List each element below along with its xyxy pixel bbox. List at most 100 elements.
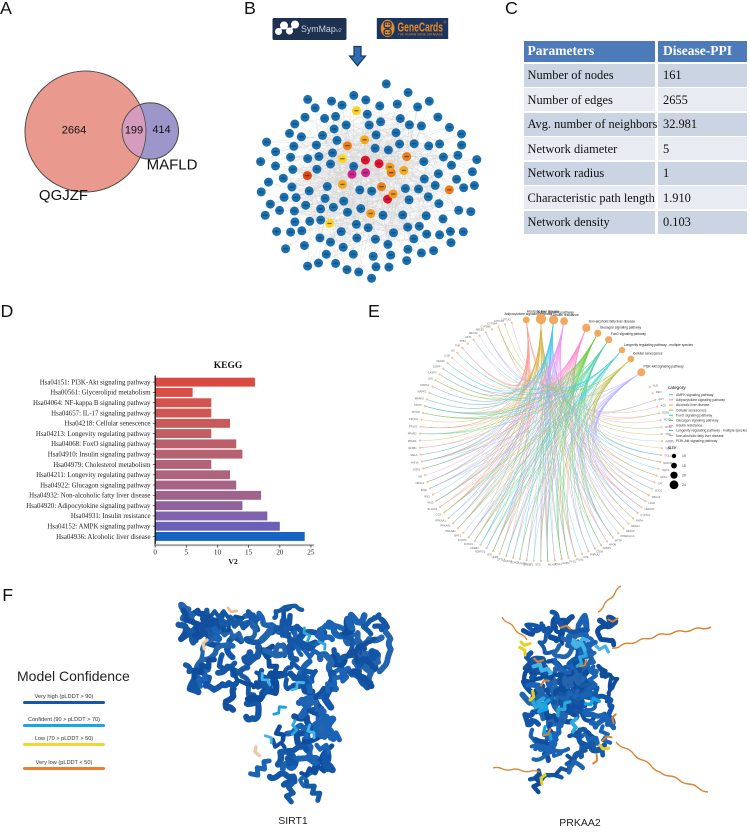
svg-text:AMPK signaling pathway: AMPK signaling pathway bbox=[537, 311, 574, 315]
svg-text:MTTP: MTTP bbox=[615, 538, 622, 542]
svg-text:SCD: SCD bbox=[535, 563, 541, 567]
svg-text:20: 20 bbox=[682, 473, 686, 477]
svg-text:THE HUMAN GENE DATABASE: THE HUMAN GENE DATABASE bbox=[398, 32, 444, 36]
svg-text:CPT1A: CPT1A bbox=[497, 557, 506, 561]
svg-text:AGT: AGT bbox=[659, 397, 665, 401]
svg-text:ABCB1: ABCB1 bbox=[475, 327, 484, 331]
svg-text:SIRT1: SIRT1 bbox=[278, 815, 308, 827]
svg-text:ABCA1: ABCA1 bbox=[652, 495, 661, 499]
svg-text:NQO1: NQO1 bbox=[662, 468, 670, 472]
svg-text:v2: v2 bbox=[336, 28, 342, 34]
svg-text:Non-alcoholic fatty liver dise: Non-alcoholic fatty liver disease bbox=[589, 320, 636, 324]
svg-text:LEPR: LEPR bbox=[492, 555, 499, 559]
svg-text:15: 15 bbox=[245, 549, 253, 557]
svg-text:category: category bbox=[668, 385, 686, 390]
svg-text:24: 24 bbox=[682, 483, 686, 487]
svg-text:Longevity regulating pathway -: Longevity regulating pathway - multiple … bbox=[624, 343, 693, 347]
svg-text:ABCG2: ABCG2 bbox=[469, 331, 478, 335]
svg-text:APOB: APOB bbox=[609, 542, 616, 546]
svg-text:Cellular senescence: Cellular senescence bbox=[676, 408, 707, 412]
svg-text:CYP1A1: CYP1A1 bbox=[501, 317, 512, 321]
svg-text:PRKAA2: PRKAA2 bbox=[559, 817, 601, 829]
svg-text:10: 10 bbox=[214, 549, 222, 557]
svg-text:PNPLA2: PNPLA2 bbox=[590, 553, 601, 557]
svg-text:CREB1: CREB1 bbox=[470, 546, 479, 550]
svg-text:ADIPOQ: ADIPOQ bbox=[475, 549, 485, 553]
svg-text:PI3K-Akt signaling pathway: PI3K-Akt signaling pathway bbox=[644, 364, 684, 368]
svg-text:Hsa04218: Cellular senescence: Hsa04218: Cellular senescence bbox=[64, 421, 150, 428]
svg-text:G6PC: G6PC bbox=[562, 561, 569, 565]
svg-text:Glucagon signaling pathway: Glucagon signaling pathway bbox=[676, 419, 719, 423]
svg-text:HMOX1: HMOX1 bbox=[663, 461, 673, 465]
svg-text:Adipocytokine signaling pathwa: Adipocytokine signaling pathway bbox=[504, 312, 552, 316]
svg-text:Alcoholic liver disease: Alcoholic liver disease bbox=[676, 403, 709, 407]
svg-text:TXN: TXN bbox=[665, 447, 670, 451]
svg-text:FABP1: FABP1 bbox=[603, 546, 612, 550]
svg-text:FOXO1: FOXO1 bbox=[458, 538, 467, 542]
svg-text:Hsa04910: Insulin signaling pa: Hsa04910: Insulin signaling pathway bbox=[48, 452, 151, 459]
svg-text:GeneCards: GeneCards bbox=[398, 20, 444, 35]
svg-text:Hsa04213: Longevity regulating: Hsa04213: Longevity regulating pathway bbox=[36, 431, 151, 438]
svg-text:HIF1A: HIF1A bbox=[411, 460, 419, 464]
svg-text:PPARG: PPARG bbox=[408, 432, 417, 436]
svg-text:20: 20 bbox=[276, 549, 284, 557]
svg-text:15: 15 bbox=[682, 464, 686, 468]
svg-text:10: 10 bbox=[682, 454, 686, 458]
svg-text:QGJZF: QGJZF bbox=[39, 187, 88, 204]
svg-text:MAPK1: MAPK1 bbox=[421, 383, 430, 387]
svg-text:IL1B: IL1B bbox=[444, 354, 450, 358]
svg-text:IRS1: IRS1 bbox=[424, 494, 430, 498]
svg-text:NR3C1: NR3C1 bbox=[416, 481, 425, 485]
svg-text:Glucagon signaling pathway: Glucagon signaling pathway bbox=[600, 326, 642, 330]
svg-text:RELA: RELA bbox=[411, 453, 418, 457]
svg-text:CYP3A4: CYP3A4 bbox=[487, 322, 498, 326]
svg-text:ACE: ACE bbox=[661, 404, 667, 408]
svg-text:IRS2: IRS2 bbox=[428, 501, 434, 505]
svg-text:AKT1: AKT1 bbox=[465, 335, 472, 339]
svg-text:CAT: CAT bbox=[658, 482, 663, 486]
svg-text:NR1H3: NR1H3 bbox=[626, 529, 635, 533]
svg-text:size: size bbox=[668, 445, 677, 450]
svg-text:CYP2B6: CYP2B6 bbox=[481, 324, 492, 328]
svg-text:CYP1A2: CYP1A2 bbox=[494, 319, 505, 323]
svg-text:STAT3: STAT3 bbox=[414, 403, 422, 407]
svg-text:Insulin resistance: Insulin resistance bbox=[553, 313, 579, 317]
svg-text:Hsa04936: Alcoholic liver dise: Hsa04936: Alcoholic liver disease bbox=[56, 534, 150, 541]
svg-text:Adipocytokine signaling pathwa: Adipocytokine signaling pathway bbox=[676, 398, 725, 402]
svg-text:PPARA: PPARA bbox=[408, 439, 417, 443]
svg-text:Hsa04152: AMPK signaling pathw: Hsa04152: AMPK signaling pathway bbox=[47, 524, 151, 531]
svg-text:MAPK3: MAPK3 bbox=[418, 390, 427, 394]
svg-text:LDLR: LDLR bbox=[648, 501, 655, 505]
svg-text:CD36: CD36 bbox=[596, 550, 603, 554]
svg-text:SIRT1: SIRT1 bbox=[454, 534, 462, 538]
svg-text:GCK: GCK bbox=[436, 513, 442, 517]
svg-text:PIK3CA: PIK3CA bbox=[409, 417, 418, 421]
svg-text:MAPK8: MAPK8 bbox=[415, 396, 424, 400]
svg-text:INSR: INSR bbox=[421, 488, 427, 492]
svg-text:Alcoholic liver disease: Alcoholic liver disease bbox=[527, 309, 560, 313]
svg-text:RXRA: RXRA bbox=[636, 519, 643, 523]
svg-text:Hsa04151: PI3K-Akt signaling p: Hsa04151: PI3K-Akt signaling pathway bbox=[40, 379, 151, 386]
svg-text:VEGFA: VEGFA bbox=[436, 359, 445, 363]
svg-text:JUN: JUN bbox=[428, 377, 433, 381]
svg-text:NOS2: NOS2 bbox=[665, 425, 673, 429]
svg-text:IL6: IL6 bbox=[451, 348, 455, 352]
svg-text:REN: REN bbox=[656, 390, 662, 394]
svg-text:PPARGC1A: PPARGC1A bbox=[621, 534, 635, 538]
svg-text:PYGL: PYGL bbox=[569, 559, 576, 563]
svg-text:KEGG: KEGG bbox=[214, 361, 243, 371]
svg-text:LEP: LEP bbox=[487, 552, 492, 556]
svg-text:FoxO signaling pathway: FoxO signaling pathway bbox=[611, 332, 647, 336]
svg-text:Hsa00561: Glycerolipid metabol: Hsa00561: Glycerolipid metabolism bbox=[50, 390, 151, 397]
svg-text:PRKAA1: PRKAA1 bbox=[436, 518, 447, 522]
svg-text:V2: V2 bbox=[228, 557, 238, 566]
svg-text:Hsa04932: Non-alcoholic fatty: Hsa04932: Non-alcoholic fatty liver dise… bbox=[29, 493, 150, 500]
svg-text:Hsa04657: IL-17 signaling path: Hsa04657: IL-17 signaling pathway bbox=[51, 410, 151, 417]
svg-text:AR: AR bbox=[418, 474, 422, 478]
svg-text:CASP3: CASP3 bbox=[428, 371, 437, 375]
svg-text:ESR1: ESR1 bbox=[413, 467, 420, 471]
svg-text:ALB: ALB bbox=[653, 384, 658, 388]
svg-text:NFKB1: NFKB1 bbox=[408, 446, 417, 450]
svg-text:NR1H4: NR1H4 bbox=[631, 524, 640, 528]
svg-text:Cellular senescence: Cellular senescence bbox=[633, 352, 663, 356]
